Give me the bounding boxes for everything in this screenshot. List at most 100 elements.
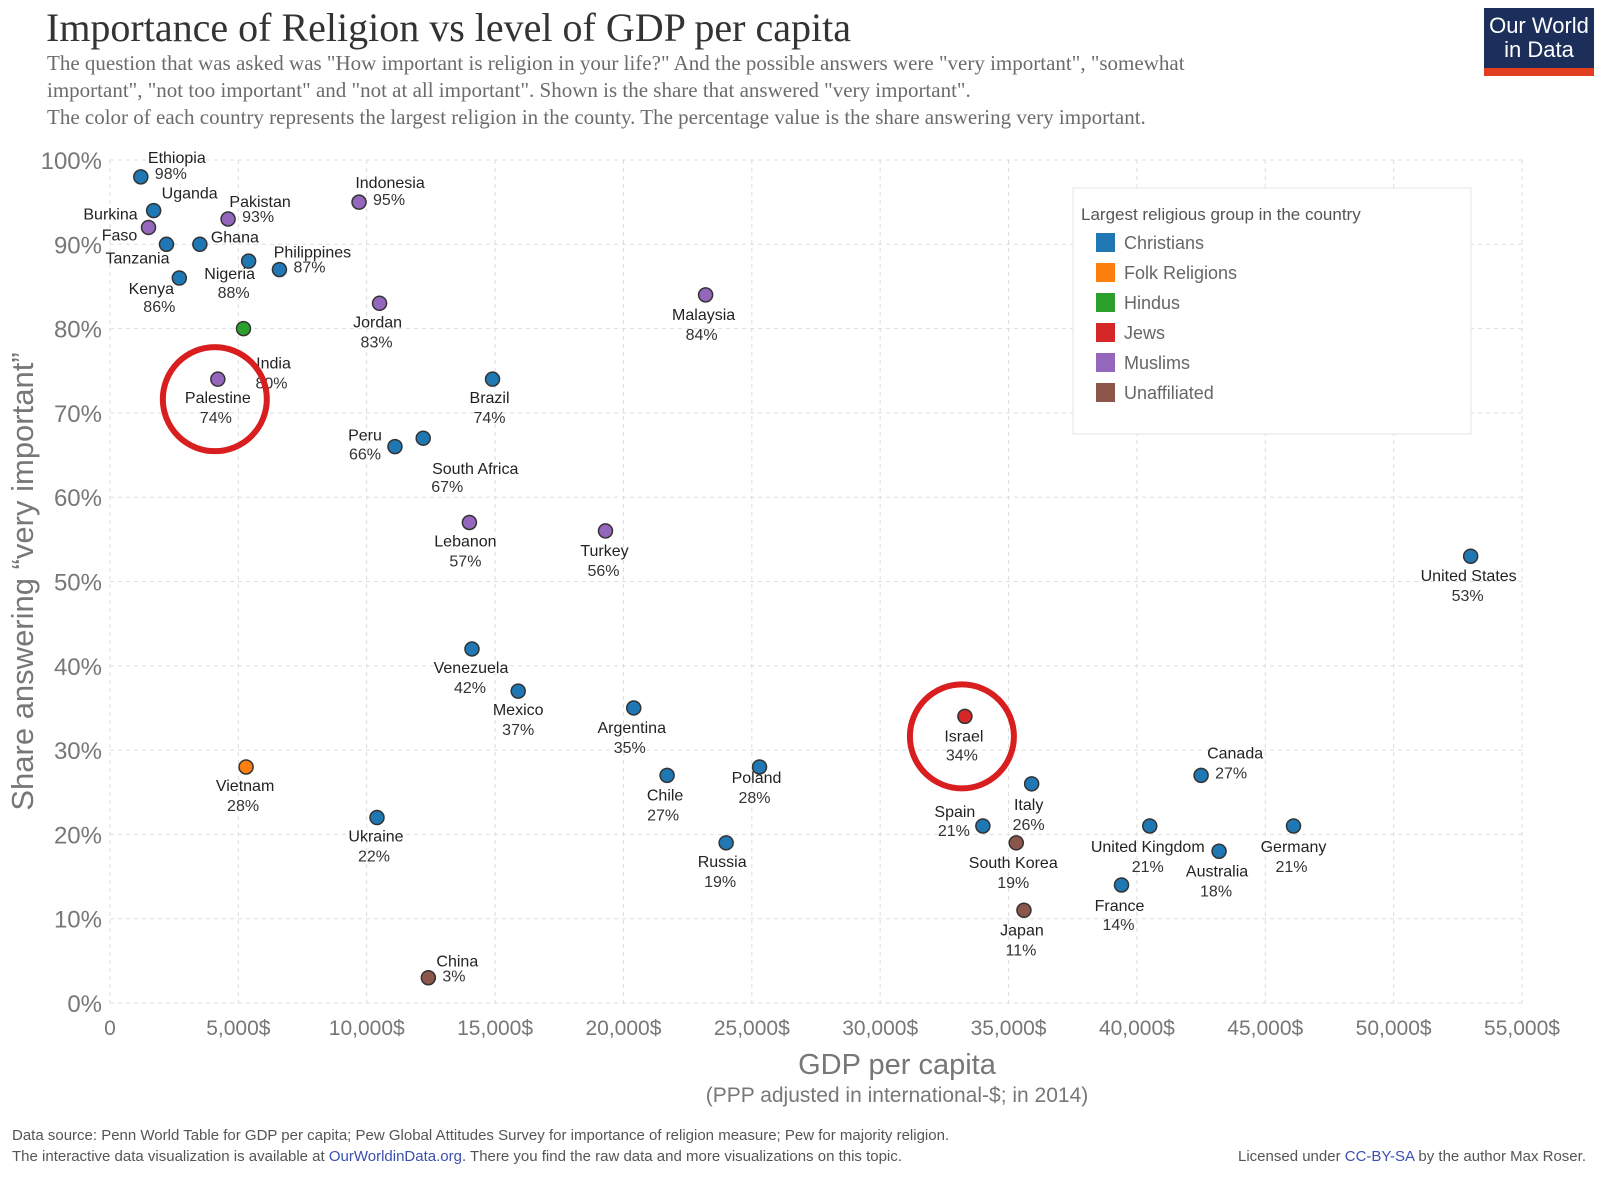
legend-title: Largest religious group in the country bbox=[1081, 205, 1361, 224]
value-label: 28% bbox=[739, 790, 771, 807]
y-tick-label: 10% bbox=[54, 907, 102, 934]
value-label: 28% bbox=[227, 798, 259, 815]
interactive-note-suffix: . There you find the raw data and more v… bbox=[461, 1148, 902, 1165]
country-label: Ukraine bbox=[348, 829, 403, 846]
x-tick-label: 55,000$ bbox=[1484, 1017, 1560, 1040]
country-label: Uganda bbox=[162, 186, 218, 203]
point-canada bbox=[1193, 767, 1209, 784]
point-australia bbox=[1211, 843, 1227, 860]
point-argentina bbox=[625, 700, 642, 716]
x-tick-label: 30,000$ bbox=[842, 1017, 918, 1040]
legend-item-hindus: Hindus bbox=[1124, 293, 1180, 313]
logo-line: Our World bbox=[1489, 13, 1589, 38]
legend-item-unaffiliated: Unaffiliated bbox=[1124, 383, 1214, 403]
our-world-in-data-logo[interactable]: Our World in Data bbox=[1484, 8, 1594, 76]
point-nigeria bbox=[240, 253, 257, 269]
value-label: 67% bbox=[431, 479, 463, 496]
point-italy bbox=[1023, 776, 1040, 792]
country-label: Nigeria bbox=[204, 266, 255, 283]
point-israel bbox=[957, 708, 973, 725]
value-label: 57% bbox=[449, 553, 481, 570]
legend-box bbox=[1072, 187, 1472, 435]
country-label: Faso bbox=[102, 227, 138, 244]
point-ghana bbox=[192, 236, 208, 253]
point-philippines bbox=[271, 261, 288, 278]
owid-link[interactable]: OurWorldinData.org bbox=[328, 1148, 462, 1165]
country-label: Germany bbox=[1261, 839, 1327, 856]
value-label: 74% bbox=[200, 410, 232, 427]
x-tick-label: 45,000$ bbox=[1227, 1017, 1303, 1040]
value-label: 84% bbox=[686, 327, 718, 344]
country-label: Indonesia bbox=[355, 175, 424, 192]
country-label: South Korea bbox=[969, 855, 1058, 872]
y-axis-title: Share answering “very important” bbox=[5, 352, 40, 810]
country-label: Peru bbox=[348, 428, 382, 445]
y-tick-label: 30% bbox=[54, 738, 102, 765]
value-label: 22% bbox=[358, 849, 390, 866]
point-china bbox=[420, 969, 437, 986]
country-label: Venezuela bbox=[434, 660, 509, 677]
license-note: Licensed under CC-BY-SA by the author Ma… bbox=[1238, 1148, 1586, 1165]
value-label: 26% bbox=[1013, 817, 1045, 834]
point-ukraine bbox=[369, 809, 385, 826]
point-turkey bbox=[597, 523, 614, 539]
country-label: United Kingdom bbox=[1091, 839, 1205, 856]
country-label: Australia bbox=[1186, 863, 1248, 880]
legend-item-jews: Jews bbox=[1124, 323, 1165, 343]
interactive-note-prefix: The interactive data visualization is av… bbox=[12, 1148, 329, 1165]
y-tick-label: 100% bbox=[41, 148, 102, 175]
country-label: Argentina bbox=[597, 720, 666, 737]
point-spain bbox=[975, 818, 991, 834]
value-label: 14% bbox=[1102, 917, 1134, 934]
value-label: 21% bbox=[1275, 859, 1307, 876]
country-label: Tanzania bbox=[105, 250, 169, 267]
country-label: Jordan bbox=[353, 314, 402, 331]
x-tick-label: 50,000$ bbox=[1356, 1017, 1432, 1040]
subtitle-line: The question that was asked was "How imp… bbox=[47, 51, 1185, 75]
highlight-circle-palestine bbox=[159, 344, 270, 455]
point-tanzania bbox=[158, 236, 175, 253]
point-vietnam bbox=[238, 759, 254, 775]
y-tick-label: 50% bbox=[54, 570, 102, 597]
y-tick-label: 90% bbox=[54, 232, 102, 259]
country-label: Pakistan bbox=[229, 194, 290, 211]
value-label: 83% bbox=[361, 334, 393, 351]
country-label: Japan bbox=[1000, 922, 1044, 939]
point-kenya bbox=[171, 270, 188, 286]
logo-line: in Data bbox=[1504, 37, 1574, 62]
license-suffix: by the author Max Roser. bbox=[1414, 1148, 1586, 1165]
country-label: Russia bbox=[698, 854, 747, 871]
point-palestine bbox=[210, 371, 226, 387]
value-label: 88% bbox=[218, 285, 250, 302]
value-label: 95% bbox=[373, 192, 405, 209]
point-united-kingdom bbox=[1141, 818, 1158, 834]
license-link[interactable]: CC-BY-SA bbox=[1344, 1148, 1415, 1165]
legend-swatch bbox=[1096, 293, 1115, 312]
country-label: France bbox=[1095, 898, 1145, 915]
point-russia bbox=[718, 835, 734, 851]
value-label: 19% bbox=[704, 874, 736, 891]
value-label: 42% bbox=[454, 680, 486, 697]
country-label: South Africa bbox=[432, 461, 518, 478]
y-tick-label: 0% bbox=[67, 991, 102, 1018]
country-label: Lebanon bbox=[434, 533, 496, 550]
value-label: 53% bbox=[1452, 588, 1484, 605]
country-label: Burkina bbox=[83, 206, 137, 223]
x-tick-label: 25,000$ bbox=[714, 1017, 790, 1040]
point-peru bbox=[387, 438, 403, 455]
legend-item-muslims: Muslims bbox=[1124, 353, 1190, 373]
value-label: 66% bbox=[349, 447, 381, 464]
value-label: 27% bbox=[647, 807, 679, 824]
x-tick-label: 15,000$ bbox=[457, 1017, 533, 1040]
country-label: Malaysia bbox=[672, 307, 735, 324]
value-label: 34% bbox=[946, 747, 978, 764]
point-south-africa bbox=[415, 430, 431, 446]
value-label: 18% bbox=[1200, 883, 1232, 900]
legend-item-christians: Christians bbox=[1124, 233, 1204, 253]
interactive-note: The interactive data visualization is av… bbox=[12, 1148, 902, 1165]
country-label: Vietnam bbox=[216, 778, 274, 795]
point-pakistan bbox=[220, 211, 236, 227]
value-label: 21% bbox=[938, 823, 970, 840]
value-label: 21% bbox=[1132, 859, 1164, 876]
value-label: 37% bbox=[502, 722, 534, 739]
